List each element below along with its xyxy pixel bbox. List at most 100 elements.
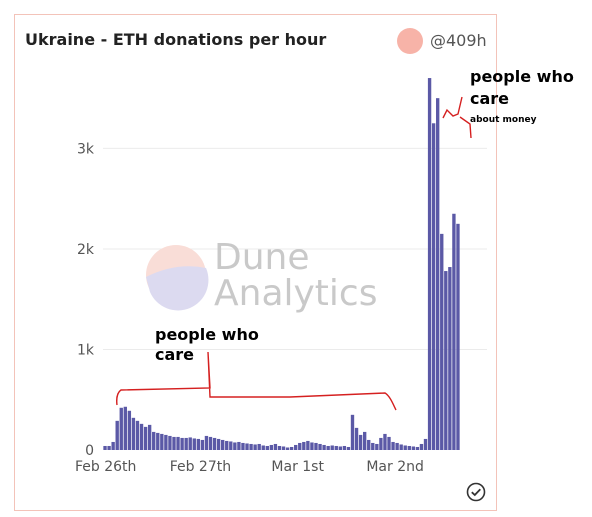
bar[interactable] (111, 441, 115, 450)
bar[interactable] (326, 445, 330, 450)
bar[interactable] (391, 441, 395, 450)
bar[interactable] (127, 410, 132, 450)
bar[interactable] (427, 78, 432, 451)
bar[interactable] (152, 431, 156, 450)
bar[interactable] (273, 443, 278, 450)
bar[interactable] (407, 445, 411, 450)
bar[interactable] (281, 446, 286, 450)
bar[interactable] (456, 223, 460, 450)
bar[interactable] (164, 434, 168, 450)
bar[interactable] (444, 271, 448, 450)
bar[interactable] (119, 407, 123, 450)
bar[interactable] (399, 444, 403, 450)
bar[interactable] (208, 436, 213, 450)
y-axis: 0 1k 2k 3k (77, 141, 95, 459)
bar[interactable] (285, 447, 290, 450)
bar[interactable] (334, 445, 338, 450)
annotation-bottom-line2: care (155, 345, 194, 364)
bar[interactable] (172, 436, 176, 450)
bar[interactable] (403, 445, 407, 450)
bar[interactable] (371, 442, 375, 450)
bar[interactable] (383, 433, 387, 450)
bar[interactable] (298, 442, 302, 450)
bar[interactable] (168, 435, 172, 450)
bar[interactable] (221, 439, 225, 450)
bar[interactable] (135, 420, 140, 450)
bar[interactable] (107, 445, 111, 450)
bar[interactable] (192, 438, 196, 450)
bar[interactable] (294, 444, 298, 450)
bar[interactable] (160, 433, 164, 450)
bar[interactable] (257, 443, 261, 450)
bar[interactable] (176, 436, 180, 450)
bar[interactable] (415, 446, 420, 450)
bar[interactable] (147, 424, 152, 450)
bar[interactable] (310, 442, 314, 450)
bar[interactable] (200, 439, 205, 450)
bar[interactable] (225, 440, 229, 450)
bar[interactable] (131, 417, 136, 450)
bar[interactable] (358, 434, 363, 450)
bar[interactable] (277, 445, 282, 450)
bar[interactable] (350, 414, 355, 450)
bar[interactable] (229, 441, 233, 450)
watermark-line1: Dune (214, 237, 310, 278)
bar[interactable] (196, 438, 201, 450)
bar[interactable] (419, 443, 424, 450)
bar[interactable] (143, 426, 148, 450)
bar[interactable] (216, 438, 221, 450)
bar[interactable] (362, 431, 367, 450)
bar[interactable] (318, 443, 322, 450)
x-tick-label: Feb 26th (75, 459, 136, 475)
bar[interactable] (180, 437, 184, 450)
bar[interactable] (354, 427, 359, 450)
bar[interactable] (265, 445, 269, 450)
bar[interactable] (233, 442, 237, 450)
bar[interactable] (115, 420, 119, 450)
annotation-arrow (442, 96, 472, 139)
bar[interactable] (302, 441, 306, 450)
bar[interactable] (379, 437, 383, 450)
bar[interactable] (375, 443, 379, 450)
bar[interactable] (448, 267, 452, 450)
bar[interactable] (346, 446, 351, 450)
watermark-logo-bottom (146, 266, 209, 311)
bar[interactable] (395, 442, 399, 450)
bar[interactable] (241, 442, 245, 450)
bar[interactable] (342, 445, 347, 450)
bar[interactable] (423, 438, 428, 450)
bar[interactable] (249, 443, 253, 450)
bar[interactable] (253, 444, 257, 450)
bar[interactable] (123, 406, 127, 450)
bar[interactable] (289, 446, 294, 450)
bar[interactable] (387, 436, 391, 450)
bar[interactable] (440, 233, 444, 450)
bar[interactable] (338, 446, 343, 450)
bar[interactable] (367, 439, 371, 450)
bar[interactable] (322, 444, 326, 450)
bar[interactable] (411, 446, 416, 450)
bar[interactable] (204, 435, 209, 450)
bar[interactable] (139, 423, 144, 450)
bar[interactable] (261, 445, 265, 450)
bar[interactable] (269, 444, 274, 450)
bar[interactable] (184, 437, 188, 450)
bar[interactable] (103, 445, 107, 450)
bar[interactable] (237, 441, 241, 450)
bar[interactable] (188, 437, 192, 450)
bar[interactable] (306, 440, 310, 450)
bar[interactable] (431, 123, 436, 450)
check-circle-icon[interactable] (466, 482, 486, 502)
bar[interactable] (314, 442, 318, 450)
bar[interactable] (245, 443, 249, 450)
watermark-line2: Analytics (214, 273, 377, 314)
bar[interactable] (156, 432, 160, 450)
bar[interactable] (452, 213, 456, 450)
bar[interactable] (212, 437, 217, 450)
bar[interactable] (330, 445, 334, 450)
annotation-bracket (116, 351, 397, 411)
bar[interactable] (436, 98, 440, 450)
chart-title: Ukraine - ETH donations per hour (25, 30, 327, 49)
x-tick-label: Feb 27th (170, 459, 231, 475)
